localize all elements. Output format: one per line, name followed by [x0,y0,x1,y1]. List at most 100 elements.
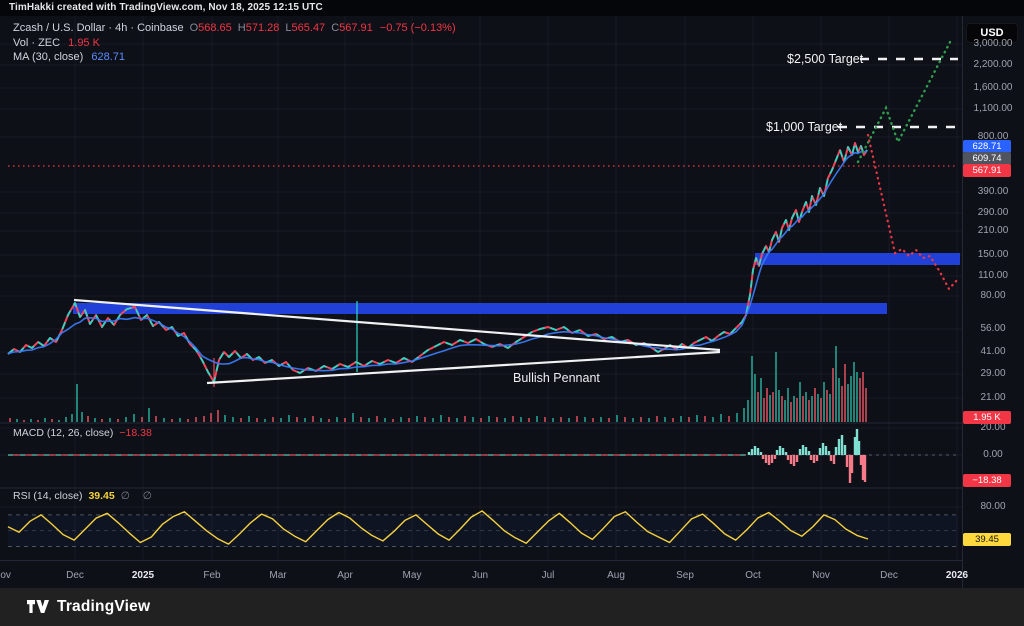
ohlc-key: C [331,22,340,34]
volume-bar [133,414,135,422]
macd-bar [821,443,825,455]
time-axis-label: Jul [541,570,555,581]
macd-bar [861,455,865,480]
volume-bar [850,376,852,422]
rsi-legend[interactable]: RSI (14, close) 39.45 ∅ ∅ [13,490,157,502]
price-tick-label: 210.00 [977,225,1009,236]
macd-bar [824,446,828,455]
volume-bar [328,419,330,422]
volume-bar [600,417,602,422]
macd-bar [786,455,790,460]
volume-bar [296,417,298,422]
rsi-line [7,510,869,545]
volume-bar [775,352,777,422]
volume-bar [592,418,594,422]
volume-bar [488,416,490,422]
volume-bar [781,396,783,422]
rsi-value: 39.45 [88,490,115,502]
ohlc-value: 568.65 [198,22,232,34]
volume-bar [820,398,822,422]
macd-bar [840,435,844,455]
ma-legend-row[interactable]: MA (30, close) 628.71 [13,50,456,65]
macd-bar [809,455,813,460]
macd-bar [775,450,779,455]
attribution-bar [0,0,1024,16]
macd-bar [853,437,857,455]
pennant-upper-trendline [73,298,721,352]
volume-bar [584,417,586,422]
macd-bar [832,455,836,464]
volume-bar [400,417,402,422]
volume-bar [232,417,234,422]
time-axis-label: 2025 [131,570,155,581]
macd-bar [804,447,808,455]
tradingview-brand[interactable]: TradingView [27,598,150,616]
ohlc-value: 567.91 [339,22,373,34]
target-2500-label[interactable]: $2,500 Target [787,52,864,66]
volume-bar [217,410,219,422]
macd-bar [795,455,799,462]
volume-bar [248,416,250,422]
time-axis-label: Sep [676,570,694,581]
volume-bar [560,417,562,422]
volume-bar [766,388,768,422]
volume-bar [37,420,39,422]
macd-bar [829,455,833,461]
volume-bar [376,416,378,422]
volume-bar [576,416,578,422]
pennant-lower-trendline [206,350,721,385]
macd-bar [770,455,774,463]
volume-bar [101,419,103,422]
macd-bar [857,441,861,455]
macd-legend[interactable]: MACD (12, 26, close) −18.38 [13,427,152,439]
volume-bar [859,378,861,422]
macd-bar [747,452,751,455]
bullish-pennant-label[interactable]: Bullish Pennant [513,371,600,385]
price-series-up [7,142,868,383]
price-tick-label: 0.00 [983,449,1003,460]
time-axis-label: Nov [0,570,11,581]
price-tick-label: 800.00 [977,131,1009,142]
volume-bar [384,418,386,422]
macd-bar [759,452,763,455]
volume-bar [862,372,864,422]
volume-bar [65,417,67,422]
bearish-projection-line [866,133,960,291]
volume-bar [203,416,205,422]
macd-bar [850,455,854,473]
volume-bar [195,417,197,422]
volume-legend-row[interactable]: Vol · ZEC 1.95 K [13,36,456,51]
macd-bar [827,451,831,455]
symbol-legend-row[interactable]: Zcash / U.S. Dollar · 4h · Coinbase O568.… [13,21,456,36]
ohlc-values: O568.65 H571.28 L565.47 C567.91 [184,22,373,34]
volume-bar [480,418,482,422]
volume-bar [44,418,46,422]
volume-bar [856,372,858,422]
volume-bar [696,415,698,422]
volume-bar [155,416,157,422]
volume-bar [344,418,346,422]
volume-bar [171,419,173,422]
volume-bar [835,346,837,422]
macd-bar [753,446,757,455]
volume-bar [805,392,807,422]
time-axis[interactable]: Nov Dec 2025 Feb Mar Apr May Jun Jul Aug Sep Oct Nov… [0,560,968,588]
volume-value: 1.95 K [68,36,100,49]
volume-bar [179,418,181,422]
volume-bar [632,418,634,422]
price-tick-label: 290.00 [977,207,1009,218]
volume-bar [352,413,354,422]
volume-bar [51,419,53,422]
price-axis[interactable] [962,16,1024,588]
volume-bar [672,418,674,422]
macd-bar [789,455,793,464]
price-tick-label: 2,200.00 [973,59,1013,70]
price-tick-label: 80.00 [980,501,1006,512]
volume-bar [811,396,813,422]
volume-bar [464,416,466,422]
volume-bar [448,417,450,422]
currency-toggle-button[interactable]: USD [966,23,1018,43]
target-1000-label[interactable]: $1,000 Target [766,120,843,134]
symbol-title[interactable]: Zcash / U.S. Dollar · 4h · Coinbase [13,22,184,34]
